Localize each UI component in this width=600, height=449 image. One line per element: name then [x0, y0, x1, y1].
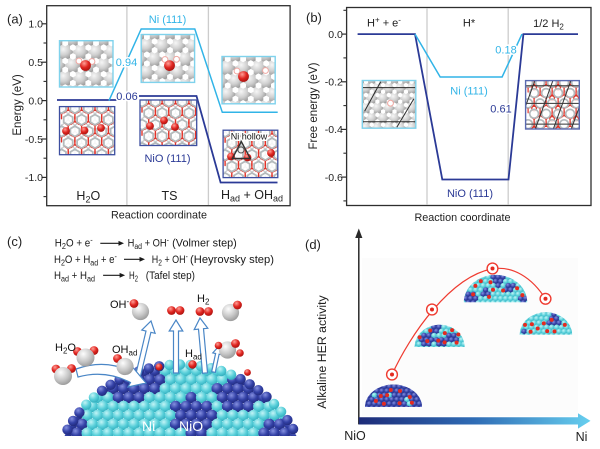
svg-text:Had + Had: Had + Had — [54, 270, 95, 284]
svg-text:(Heyrovsky step): (Heyrovsky step) — [190, 254, 274, 266]
svg-text:NiO: NiO — [179, 418, 203, 434]
svg-text:H2O: H2O — [76, 189, 100, 205]
svg-text:(b): (b) — [306, 10, 322, 25]
svg-text:0.94: 0.94 — [116, 57, 137, 69]
svg-text:0.5: 0.5 — [28, 57, 43, 69]
svg-text:(Volmer step): (Volmer step) — [172, 238, 237, 250]
svg-text:Reaction coordinate: Reaction coordinate — [111, 210, 207, 222]
svg-text:1/2 H2: 1/2 H2 — [533, 18, 564, 32]
svg-text:OHad: OHad — [112, 344, 137, 358]
svg-text:H2O: H2O — [55, 342, 76, 356]
svg-text:TS: TS — [162, 189, 178, 203]
svg-text:Ni: Ni — [576, 430, 588, 444]
svg-text:Had: Had — [185, 348, 202, 362]
svg-text:H*: H* — [463, 18, 476, 30]
svg-text:-0.2: -0.2 — [325, 77, 343, 89]
svg-text:NiO: NiO — [344, 429, 366, 443]
svg-text:-0.5: -0.5 — [25, 134, 43, 146]
svg-text:(c): (c) — [7, 234, 22, 249]
svg-text:Ni (111): Ni (111) — [149, 14, 187, 26]
svg-text:Reaction coordinate: Reaction coordinate — [414, 212, 510, 224]
svg-text:Energy (eV): Energy (eV) — [12, 74, 24, 136]
svg-text:-0.4: -0.4 — [325, 124, 343, 136]
svg-text:Alkaline HER activity: Alkaline HER activity — [315, 294, 329, 408]
svg-text:H2O + e-: H2O + e- — [55, 236, 93, 252]
svg-text:(Tafel step): (Tafel step) — [146, 270, 195, 282]
svg-text:H2O + Had + e-: H2O + Had + e- — [54, 252, 117, 268]
svg-text:Free energy (eV): Free energy (eV) — [308, 62, 320, 149]
svg-text:H2: H2 — [129, 270, 138, 284]
svg-text:0.06: 0.06 — [116, 91, 137, 103]
svg-text:-1.0: -1.0 — [25, 172, 43, 184]
svg-text:NiO (111): NiO (111) — [447, 188, 493, 200]
svg-text:Ni: Ni — [142, 418, 155, 434]
svg-text:(d): (d) — [305, 237, 321, 252]
svg-text:NiO (111): NiO (111) — [144, 153, 190, 165]
svg-text:(a): (a) — [7, 12, 23, 27]
svg-text:Ni (111): Ni (111) — [450, 86, 488, 98]
svg-text:OH-: OH- — [110, 297, 130, 311]
svg-text:H+ + e-: H+ + e- — [367, 16, 401, 30]
svg-text:H2: H2 — [197, 293, 210, 307]
svg-text:0.0: 0.0 — [328, 29, 343, 41]
svg-text:Had + OH-: Had + OH- — [128, 236, 170, 252]
svg-text:1.0: 1.0 — [28, 19, 43, 31]
svg-text:-0.6: -0.6 — [325, 172, 343, 184]
svg-text:H2 + OH-: H2 + OH- — [152, 252, 188, 268]
svg-text:0.0: 0.0 — [28, 95, 43, 107]
svg-text:0.18: 0.18 — [495, 45, 516, 57]
svg-text:0.61: 0.61 — [490, 104, 511, 116]
svg-text:Ni hollow: Ni hollow — [231, 132, 268, 142]
